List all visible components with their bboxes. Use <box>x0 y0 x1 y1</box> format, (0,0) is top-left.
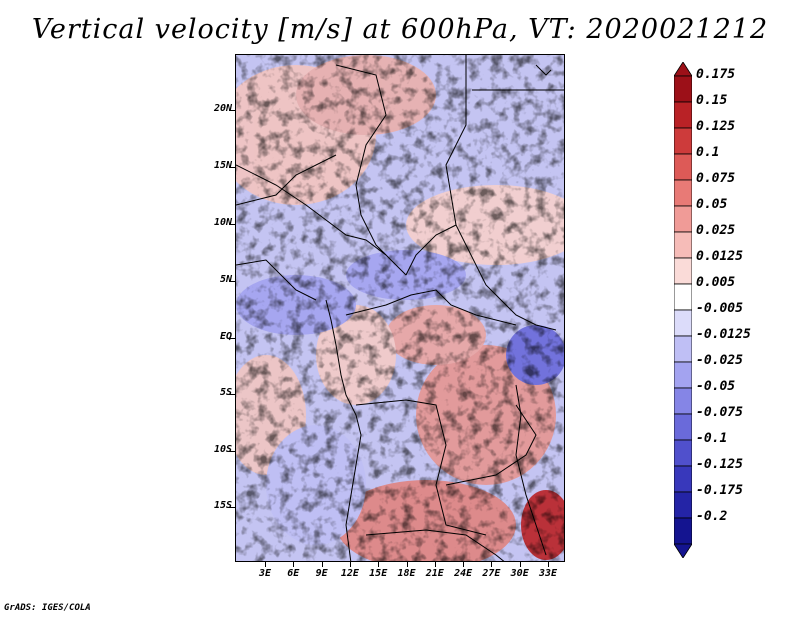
chart-title: Vertical velocity [m/s] at 600hPa, VT: 2… <box>31 14 769 45</box>
longitude-label: 12E <box>340 568 359 579</box>
latitude-label: 15S <box>213 500 232 511</box>
longitude-tick <box>491 562 493 567</box>
colorbar-label: -0.025 <box>696 353 743 368</box>
colorbar-segment <box>674 127 692 155</box>
latitude-label: 5S <box>219 387 232 398</box>
colorbar-segment <box>674 517 692 545</box>
latitude-label: 10S <box>213 444 232 455</box>
colorbar-segment <box>674 387 692 415</box>
latitude-label: 15N <box>213 160 232 171</box>
velocity-field-map <box>236 55 564 561</box>
colorbar-label: -0.2 <box>696 509 728 524</box>
colorbar-top-arrow <box>674 62 692 77</box>
colorbar-label: 0.1 <box>696 145 720 160</box>
latitude-label: 10N <box>213 217 232 228</box>
latitude-tick <box>229 224 235 225</box>
latitude-label: 20N <box>213 103 232 114</box>
longitude-label: 33E <box>538 568 558 579</box>
colorbar-label: -0.125 <box>696 457 743 472</box>
field-noise <box>236 55 564 561</box>
colorbar-label: 0.005 <box>696 275 736 290</box>
colorbar-label: 0.15 <box>696 93 728 108</box>
colorbar-segment <box>674 309 692 337</box>
longitude-label: 27E <box>482 568 501 579</box>
colorbar-segment <box>674 465 692 493</box>
colorbar-segment <box>674 257 692 285</box>
longitude-tick <box>406 562 408 567</box>
colorbar-segment <box>674 179 692 207</box>
colorbar-bottom-arrow <box>674 543 692 558</box>
colorbar-label: -0.1 <box>696 431 728 446</box>
latitude-label: 5N <box>219 274 232 285</box>
colorbar-label: -0.005 <box>696 301 743 316</box>
longitude-label: 24E <box>454 568 473 579</box>
colorbar-label: 0.075 <box>696 171 736 186</box>
colorbar-segment <box>674 283 692 311</box>
colorbar-label: -0.175 <box>696 483 743 498</box>
map-plot-area <box>235 54 565 562</box>
colorbar-segment <box>674 75 692 103</box>
colorbar-label: 0.125 <box>696 119 736 134</box>
colorbar-segment <box>674 413 692 441</box>
latitude-tick <box>229 110 235 111</box>
colorbar-segment <box>674 153 692 181</box>
colorbar-segment <box>674 101 692 129</box>
latitude-tick <box>229 394 235 395</box>
colorbar-segment <box>674 491 692 519</box>
colorbar-segment <box>674 335 692 363</box>
longitude-label: 15E <box>369 568 388 579</box>
longitude-label: 30E <box>510 568 529 579</box>
colorbar-segment <box>674 231 692 259</box>
latitude-label: EQ <box>219 331 232 342</box>
colorbar-segment <box>674 361 692 389</box>
longitude-tick <box>463 562 465 567</box>
colorbar-label: -0.05 <box>696 379 736 394</box>
colorbar-label: 0.0125 <box>696 249 743 264</box>
longitude-tick <box>548 562 549 567</box>
colorbar <box>674 62 692 558</box>
longitude-tick <box>293 562 295 567</box>
latitude-tick <box>229 281 235 282</box>
longitude-label: 18E <box>397 568 416 579</box>
longitude-label: 9E <box>315 568 328 579</box>
longitude-tick <box>265 562 266 567</box>
longitude-tick <box>519 562 521 567</box>
colorbar-label: 0.05 <box>696 197 728 212</box>
latitude-tick <box>229 338 235 339</box>
longitude-label: 21E <box>425 568 444 579</box>
longitude-label: 6E <box>287 568 300 579</box>
colorbar-segment <box>674 439 692 467</box>
latitude-tick <box>229 167 235 168</box>
colorbar-label: -0.075 <box>696 405 743 420</box>
colorbar-label: -0.0125 <box>696 327 751 342</box>
country-borders <box>236 55 564 561</box>
longitude-tick <box>349 562 351 567</box>
colorbar-label: 0.175 <box>696 67 736 82</box>
credit-text: GrADS: IGES/COLA <box>4 603 91 613</box>
latitude-tick <box>229 451 235 452</box>
longitude-label: 3E <box>258 568 272 579</box>
longitude-tick <box>321 562 323 567</box>
latitude-tick <box>229 507 235 508</box>
colorbar-label: 0.025 <box>696 223 736 238</box>
colorbar-segment <box>674 205 692 233</box>
longitude-tick <box>378 562 380 567</box>
longitude-tick <box>434 562 436 567</box>
